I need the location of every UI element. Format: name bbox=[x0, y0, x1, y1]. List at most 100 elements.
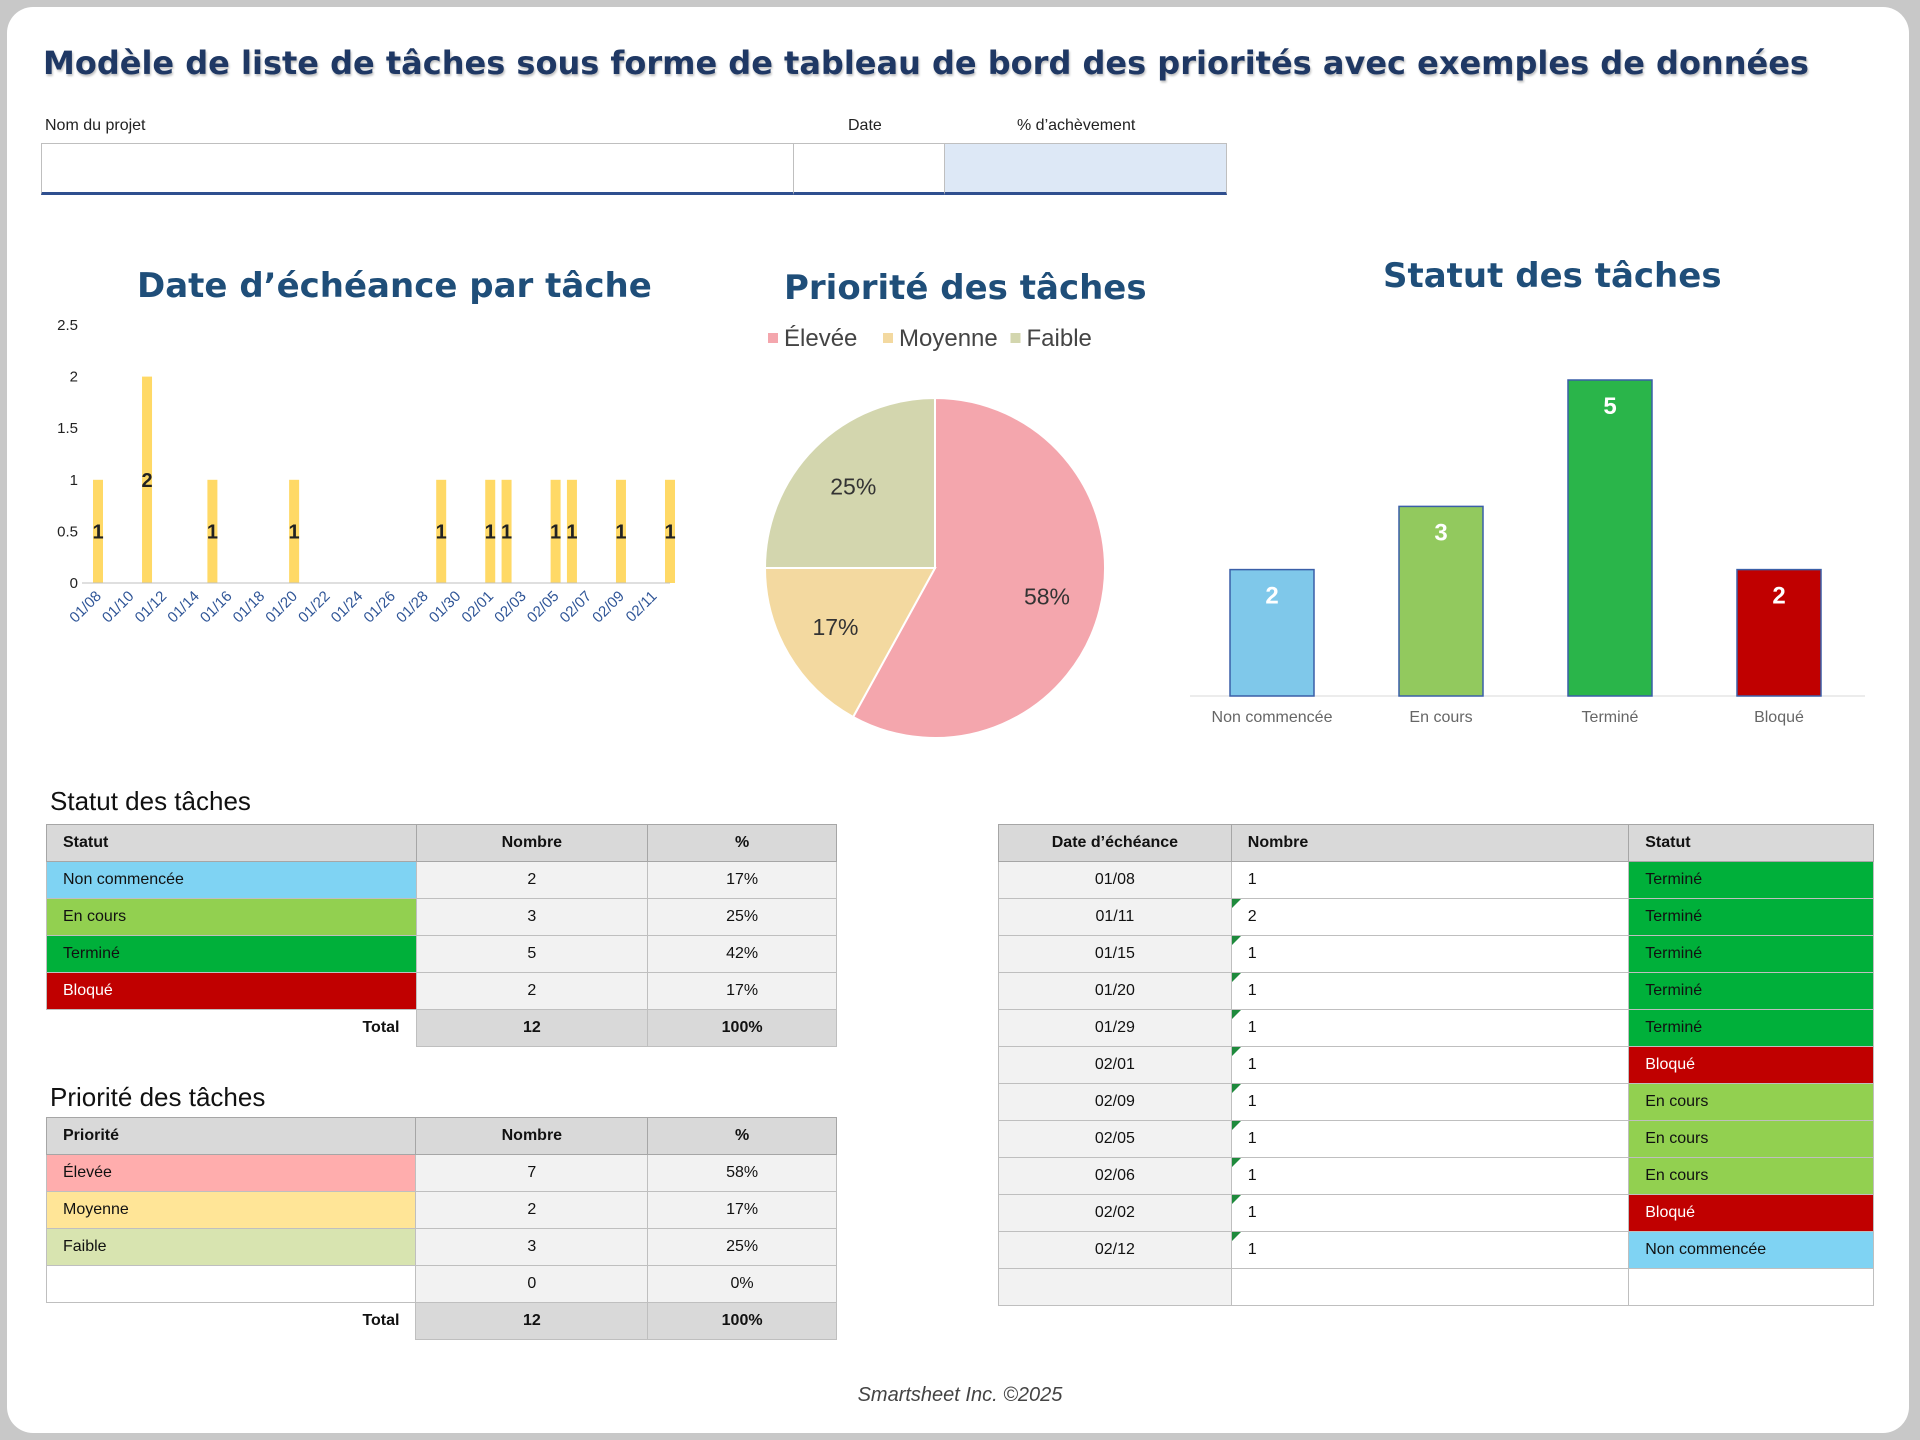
pct-cell[interactable]: 58% bbox=[647, 1154, 837, 1192]
y-tick-label: 0.5 bbox=[57, 523, 78, 540]
pct-cell[interactable]: 25% bbox=[647, 898, 837, 936]
count-cell[interactable] bbox=[1230, 1268, 1630, 1306]
x-tick-label: 02/11 bbox=[623, 588, 661, 626]
due-date-header: Date d’échéance bbox=[998, 824, 1232, 862]
due-date-cell[interactable]: 01/08 bbox=[998, 861, 1232, 899]
count-cell[interactable]: 1 bbox=[1230, 1231, 1630, 1269]
pct-cell[interactable]: 17% bbox=[647, 861, 837, 899]
due-date-chart-title: Date d’échéance par tâche bbox=[137, 266, 652, 306]
count-header: Nombre bbox=[415, 1117, 649, 1155]
x-tick-label: 01/30 bbox=[426, 588, 465, 627]
status-cell[interactable] bbox=[1628, 1268, 1874, 1306]
bar-value-label: 2 bbox=[141, 470, 152, 492]
pct-cell[interactable]: 17% bbox=[647, 972, 837, 1010]
status-cell[interactable]: Terminé bbox=[1628, 935, 1874, 973]
due-date-cell[interactable]: 01/29 bbox=[998, 1009, 1232, 1047]
row-label-cell[interactable]: Faible bbox=[45, 1228, 417, 1266]
row-label-cell[interactable] bbox=[45, 1265, 417, 1303]
total-pct-cell: 100% bbox=[647, 1009, 837, 1047]
total-label: Total bbox=[46, 1302, 416, 1340]
due-date-cell[interactable]: 01/15 bbox=[998, 935, 1232, 973]
pct-cell[interactable]: 25% bbox=[647, 1228, 837, 1266]
due-date-cell[interactable]: 02/01 bbox=[998, 1046, 1232, 1084]
count-cell[interactable]: 1 bbox=[1230, 1120, 1630, 1158]
priority-table: Priorité Nombre % Élevée 7 58% Moyenne 2 17% F… bbox=[45, 1117, 837, 1340]
date-field[interactable] bbox=[793, 143, 945, 195]
due-table-row: 02/12 1 Non commencée bbox=[998, 1231, 1874, 1269]
due-date-bar bbox=[207, 479, 218, 583]
pct-cell[interactable]: 17% bbox=[647, 1191, 837, 1229]
due-date-bar bbox=[485, 479, 496, 583]
x-tick-label: 01/20 bbox=[262, 588, 301, 627]
count-header: Nombre bbox=[415, 824, 649, 862]
row-label-cell[interactable]: Bloqué bbox=[46, 972, 417, 1010]
count-cell[interactable]: 1 bbox=[1230, 1046, 1630, 1084]
count-cell[interactable]: 1 bbox=[1230, 1009, 1630, 1047]
due-date-cell[interactable]: 01/20 bbox=[998, 972, 1232, 1010]
status-cell[interactable]: En cours bbox=[1628, 1120, 1874, 1158]
priority-table-title: Priorité des tâches bbox=[50, 1082, 266, 1112]
row-label-cell[interactable]: Non commencée bbox=[46, 861, 417, 899]
due-date-cell[interactable]: 02/12 bbox=[998, 1231, 1232, 1269]
count-cell[interactable]: 7 bbox=[415, 1154, 649, 1192]
row-label-cell[interactable]: Élevée bbox=[45, 1154, 417, 1192]
status-cell[interactable]: En cours bbox=[1628, 1083, 1874, 1121]
count-cell[interactable]: 3 bbox=[415, 1228, 649, 1266]
count-cell[interactable]: 1 bbox=[1230, 1083, 1630, 1121]
due-table-row: 01/20 1 Terminé bbox=[998, 972, 1874, 1010]
bar-value-label: 5 bbox=[1603, 393, 1616, 420]
status-cell[interactable]: Terminé bbox=[1628, 861, 1874, 899]
count-cell[interactable]: 1 bbox=[1230, 861, 1630, 899]
row-label-cell[interactable]: Moyenne bbox=[45, 1191, 417, 1229]
count-cell[interactable]: 5 bbox=[415, 935, 649, 973]
count-cell[interactable]: 0 bbox=[415, 1265, 649, 1303]
count-cell[interactable]: 1 bbox=[1230, 1157, 1630, 1195]
due-date-cell[interactable]: 02/05 bbox=[998, 1120, 1232, 1158]
due-date-cell[interactable] bbox=[998, 1268, 1232, 1306]
count-cell[interactable]: 3 bbox=[415, 898, 649, 936]
status-cell[interactable]: En cours bbox=[1628, 1157, 1874, 1195]
status-cell[interactable]: Terminé bbox=[1628, 1009, 1874, 1047]
due-date-bar bbox=[566, 479, 577, 583]
due-table-row: 01/29 1 Terminé bbox=[998, 1009, 1874, 1047]
legend-label: Élevée bbox=[784, 325, 857, 352]
bar-value-label: 1 bbox=[207, 521, 218, 543]
priority-chart-title: Priorité des tâches bbox=[784, 268, 1147, 308]
status-table-row: Terminé 5 42% bbox=[46, 935, 837, 973]
count-cell[interactable]: 2 bbox=[415, 1191, 649, 1229]
due-table-row: 02/02 1 Bloqué bbox=[998, 1194, 1874, 1232]
project-name-field[interactable] bbox=[41, 143, 794, 195]
count-cell[interactable]: 2 bbox=[415, 972, 649, 1010]
due-date-bar bbox=[436, 479, 447, 583]
x-tick-label: 02/09 bbox=[589, 588, 628, 627]
count-cell[interactable]: 1 bbox=[1230, 1194, 1630, 1232]
due-date-cell[interactable]: 01/11 bbox=[998, 898, 1232, 936]
due-date-cell[interactable]: 02/06 bbox=[998, 1157, 1232, 1195]
status-chart-title: Statut des tâches bbox=[1383, 256, 1722, 296]
status-cell[interactable]: Terminé bbox=[1628, 972, 1874, 1010]
pct-cell[interactable]: 0% bbox=[647, 1265, 837, 1303]
x-tick-label: 01/14 bbox=[164, 588, 203, 627]
status-cell[interactable]: Non commencée bbox=[1628, 1231, 1874, 1269]
pie-slice bbox=[851, 396, 1106, 739]
due-date-cell[interactable]: 02/02 bbox=[998, 1194, 1232, 1232]
due-date-cell[interactable]: 02/09 bbox=[998, 1083, 1232, 1121]
completion-field[interactable] bbox=[944, 143, 1227, 195]
status-bar-chart: 2 Non commencée 3 En cours 5 Terminé 2 Bloqué bbox=[1190, 379, 1865, 726]
status-cell[interactable]: Terminé bbox=[1628, 898, 1874, 936]
pct-cell[interactable]: 42% bbox=[647, 935, 837, 973]
legend-swatch bbox=[768, 333, 778, 343]
project-name-label: Nom du projet bbox=[45, 117, 146, 134]
status-cell[interactable]: Bloqué bbox=[1628, 1046, 1874, 1084]
count-cell[interactable]: 2 bbox=[1230, 898, 1630, 936]
status-table-title: Statut des tâches bbox=[50, 786, 251, 816]
count-cell[interactable]: 1 bbox=[1230, 972, 1630, 1010]
row-label-cell[interactable]: En cours bbox=[46, 898, 417, 936]
status-table-row: En cours 3 25% bbox=[46, 898, 837, 936]
due-date-bar bbox=[501, 479, 512, 583]
count-cell[interactable]: 2 bbox=[415, 861, 649, 899]
status-cell[interactable]: Bloqué bbox=[1628, 1194, 1874, 1232]
x-tick-label: 01/18 bbox=[230, 588, 269, 627]
row-label-cell[interactable]: Terminé bbox=[46, 935, 417, 973]
count-cell[interactable]: 1 bbox=[1230, 935, 1630, 973]
